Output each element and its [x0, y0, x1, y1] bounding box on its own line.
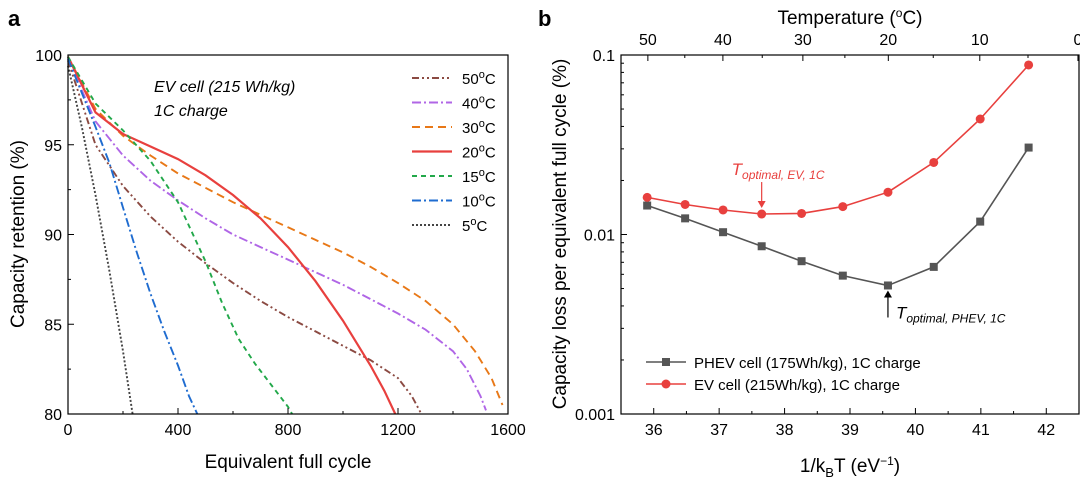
- panel-a-label: a: [8, 6, 21, 31]
- legend-label-ev: EV cell (215Wh/kg), 1C charge: [694, 377, 900, 394]
- data-point-phev: [797, 257, 806, 266]
- panel-b-series: [642, 60, 1034, 290]
- y-tick-label: 95: [44, 138, 62, 155]
- series-line-ev: [647, 64, 1030, 215]
- data-point-ev: [797, 208, 807, 218]
- y-tick-label: 0.1: [593, 48, 615, 65]
- top-tick-label: 40: [714, 32, 732, 49]
- annotation-arrowhead-ev: [757, 201, 766, 209]
- x-tick-label: 36: [645, 422, 663, 439]
- data-point-ev: [757, 209, 767, 219]
- x-tick-label: 400: [165, 422, 192, 439]
- y-tick-label: 85: [44, 317, 62, 334]
- panel-a-annotation-line1: EV cell (215 Wh/kg): [154, 79, 295, 96]
- series-line-20C: [67, 56, 397, 415]
- panel-a-frame: [67, 54, 509, 415]
- top-tick-label: 50: [639, 32, 657, 49]
- x-tick-label: 37: [710, 422, 728, 439]
- x-tick-label: 39: [841, 422, 859, 439]
- panel-b-ticks: 36 37 38 39 40 41 42 0.001 0.01 0.1 50 40 30 20 10 0: [575, 32, 1080, 439]
- top-tick-label: 0: [1074, 32, 1080, 49]
- top-tick-label: 30: [794, 32, 812, 49]
- data-point-phev: [838, 271, 847, 280]
- panel-a-ticks: 0 400 800 1200 1600 80 85 90 95 100: [35, 48, 526, 439]
- x-tick-label: 42: [1037, 422, 1055, 439]
- panel-a-annotation-line2: 1C charge: [154, 103, 228, 120]
- legend-marker-ev: [661, 379, 671, 389]
- data-point-ev: [929, 157, 939, 167]
- annotation-t-optimal-phev: Toptimal, PHEV, 1C: [896, 303, 1006, 325]
- data-point-ev: [642, 192, 652, 202]
- x-tick-label: 0: [64, 422, 73, 439]
- legend-marker-phev: [662, 358, 670, 366]
- legend-label-50C: 50oC: [462, 69, 496, 88]
- series-line-50C: [67, 60, 423, 415]
- series-line-5C: [67, 65, 134, 415]
- annotation-arrowhead-phev: [883, 290, 892, 298]
- panel-b-legend: PHEV cell (175Wh/kg), 1C charge EV cell (…: [646, 355, 921, 394]
- annotation-t-optimal-ev: Toptimal, EV, 1C: [732, 160, 825, 182]
- data-point-phev: [719, 228, 728, 237]
- panel-a-legend: 50oC 40oC 30oC 20oC 15oC 10oC 5oC: [412, 69, 496, 235]
- x-tick-label: 38: [776, 422, 794, 439]
- panel-b-top-axis-label: Temperature (oC): [777, 6, 922, 29]
- panel-b-ylabel: Capacity loss per equivalent full cycle …: [550, 59, 571, 410]
- data-point-ev: [838, 202, 848, 212]
- data-point-ev: [975, 114, 985, 124]
- panel-a-series: [67, 56, 504, 415]
- panel-b-annotations: Toptimal, EV, 1C Toptimal, PHEV, 1C: [732, 160, 1006, 325]
- y-tick-label: 100: [35, 48, 62, 65]
- data-point-phev: [976, 217, 985, 226]
- legend-label-10C: 10oC: [462, 192, 496, 211]
- panel-a-xlabel: Equivalent full cycle: [205, 452, 372, 473]
- panel-b-xlabel: 1/kBT (eV−1): [800, 454, 900, 480]
- top-tick-label: 20: [879, 32, 897, 49]
- series-line-30C: [67, 56, 504, 406]
- data-point-phev: [929, 262, 938, 271]
- legend-label-15C: 15oC: [462, 167, 496, 186]
- data-point-phev: [643, 201, 652, 210]
- data-point-ev: [718, 205, 728, 215]
- y-tick-label: 90: [44, 228, 62, 245]
- series-line-phev: [646, 147, 1030, 287]
- series-line-15C: [67, 56, 293, 415]
- legend-label-20C: 20oC: [462, 143, 496, 162]
- legend-label-5C: 5oC: [462, 216, 487, 235]
- x-tick-label: 1600: [490, 422, 526, 439]
- legend-label-40C: 40oC: [462, 94, 496, 113]
- series-line-10C: [67, 58, 199, 415]
- x-tick-label: 800: [275, 422, 302, 439]
- y-tick-label: 0.01: [584, 228, 615, 245]
- panel-a-ylabel: Capacity retention (%): [8, 140, 29, 328]
- data-point-phev: [757, 242, 766, 251]
- y-tick-label: 0.001: [575, 407, 615, 424]
- data-point-phev: [681, 214, 690, 223]
- legend-label-phev: PHEV cell (175Wh/kg), 1C charge: [694, 355, 921, 372]
- top-tick-label: 10: [971, 32, 989, 49]
- panel-b-label: b: [538, 6, 551, 31]
- data-point-phev: [883, 281, 892, 290]
- y-tick-label: 80: [44, 407, 62, 424]
- legend-label-30C: 30oC: [462, 118, 496, 137]
- x-tick-label: 41: [972, 422, 990, 439]
- data-point-phev: [1024, 143, 1033, 152]
- data-point-ev: [680, 199, 690, 209]
- data-point-ev: [1024, 60, 1034, 70]
- data-point-ev: [883, 187, 893, 197]
- x-tick-label: 40: [907, 422, 925, 439]
- x-tick-label: 1200: [380, 422, 416, 439]
